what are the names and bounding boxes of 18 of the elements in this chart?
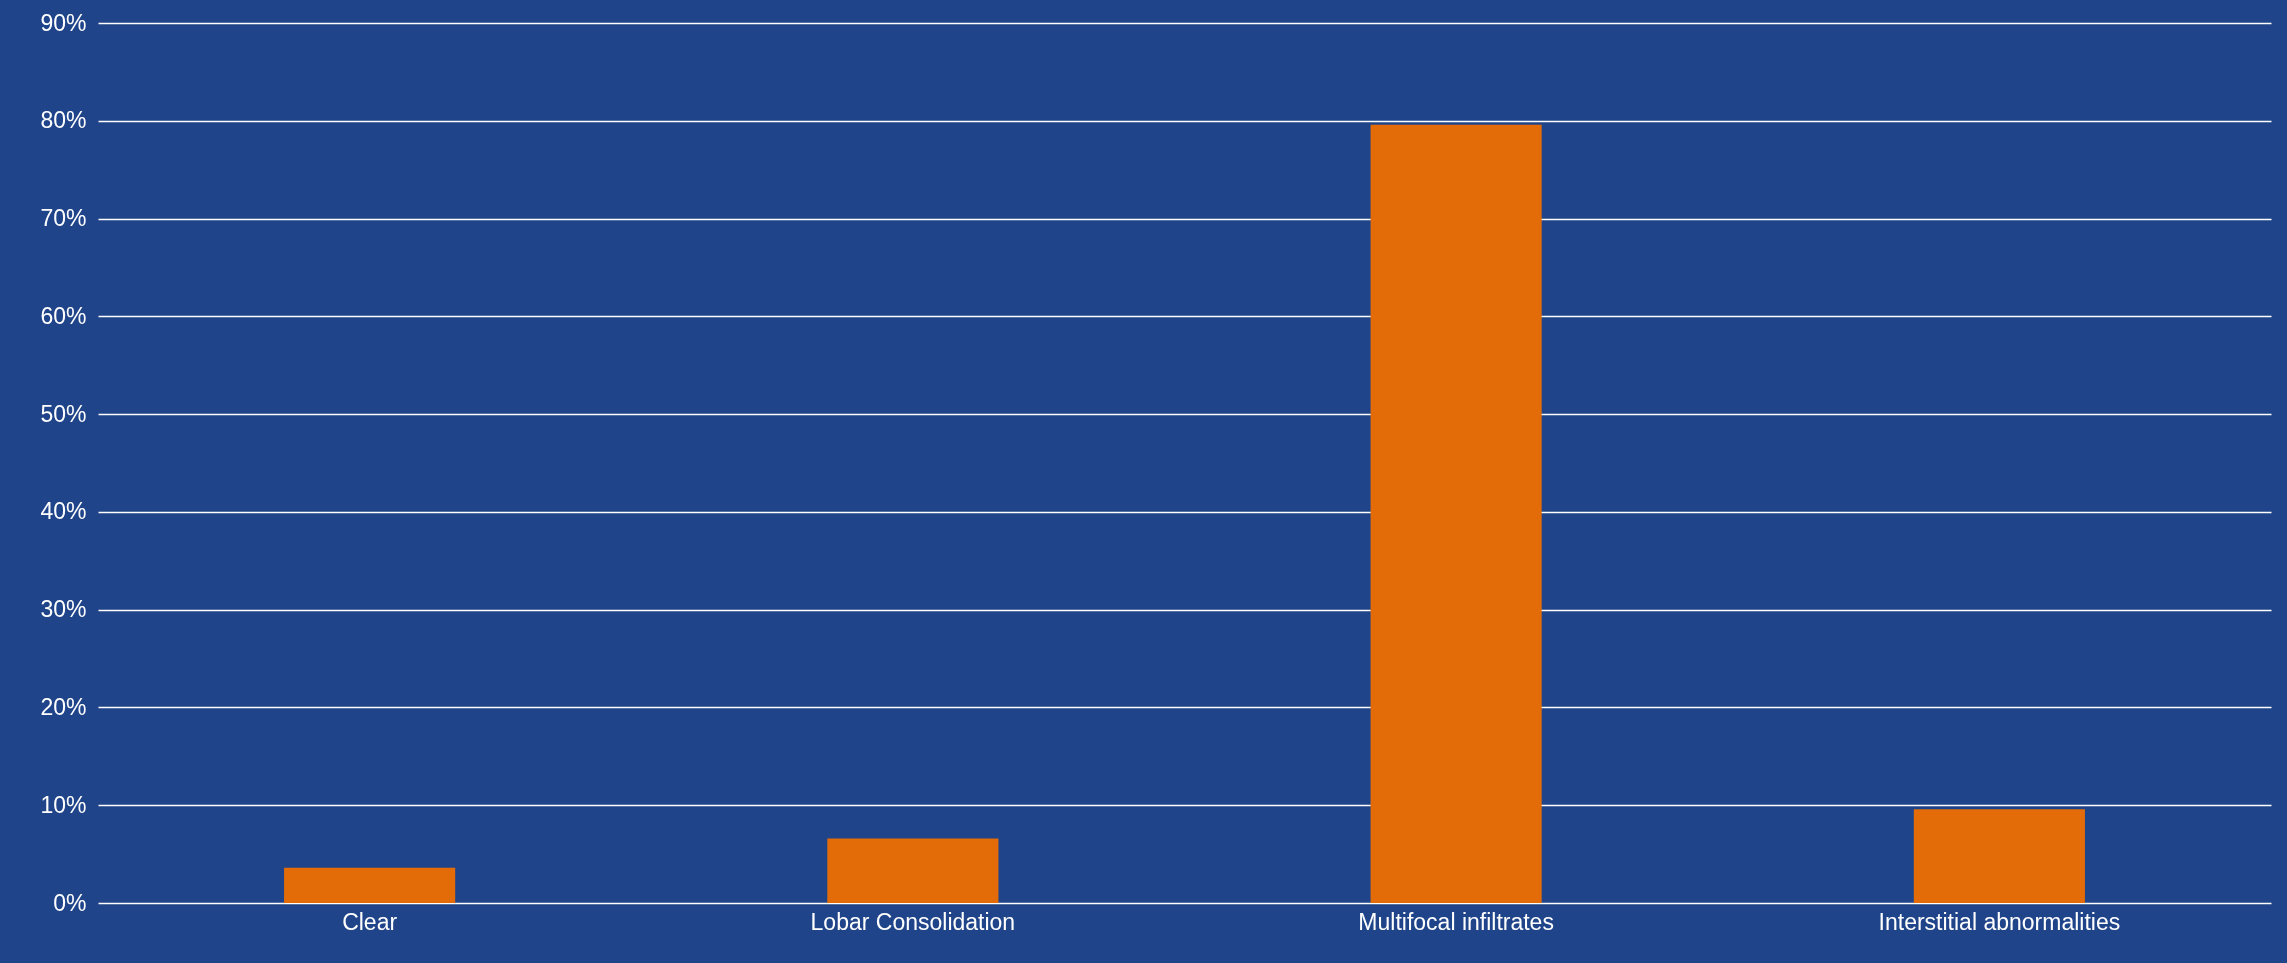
bar [1913, 809, 2085, 903]
y-tick-label: 70% [40, 205, 87, 232]
y-tick-label: 40% [40, 498, 87, 525]
y-tick-label: 80% [40, 107, 87, 134]
y-tick-label: 60% [40, 302, 87, 329]
x-tick-label: Interstitial abnormalities [1878, 908, 2121, 935]
y-tick-label: 10% [40, 791, 87, 818]
x-tick-label: Clear [342, 908, 398, 935]
y-tick-label: 20% [40, 693, 87, 720]
bar [284, 867, 456, 903]
y-tick-label: 0% [53, 889, 87, 916]
x-tick-label: Multifocal infiltrates [1358, 908, 1554, 935]
y-tick-label: 30% [40, 596, 87, 623]
bar [827, 838, 999, 903]
x-tick-label: Lobar Consolidation [810, 908, 1016, 935]
y-tick-label: 50% [40, 400, 87, 427]
bar [1370, 124, 1542, 903]
y-tick-label: 90% [40, 9, 87, 36]
